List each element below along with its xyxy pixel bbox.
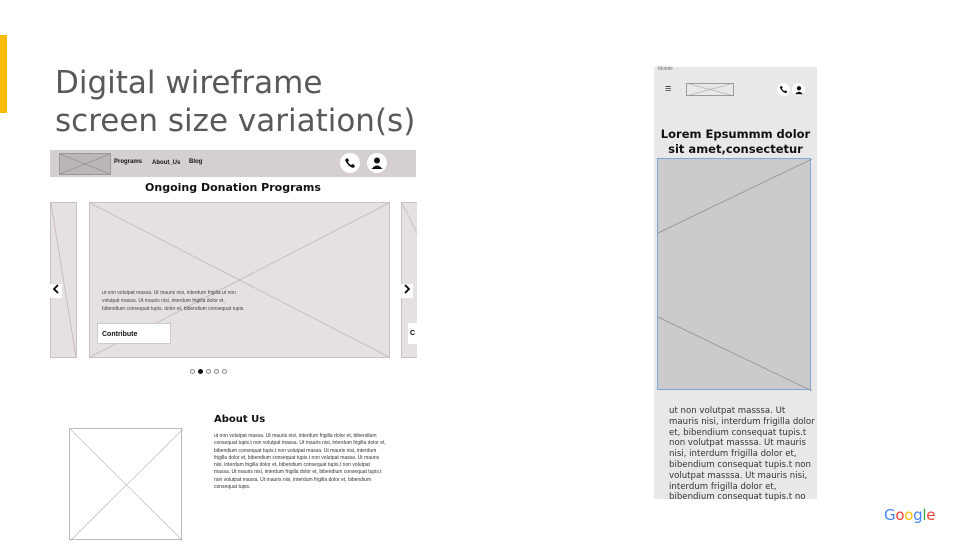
carousel-next-icon[interactable] [401, 284, 413, 298]
carousel-dot[interactable] [190, 369, 195, 374]
mobile-image-placeholder [657, 158, 812, 391]
mobile-body-text: ut non volutpat masssa. Ut mauris nisi, … [669, 406, 815, 503]
about-text: ut non volutpat massa. Ut mauris nisi, i… [214, 433, 386, 491]
contribute-button-partial[interactable]: C [408, 323, 418, 344]
phone-icon[interactable] [340, 153, 360, 173]
google-logo-letter: e [926, 506, 936, 524]
mobile-logo-placeholder[interactable] [685, 82, 735, 97]
google-logo-letter: o [895, 506, 905, 524]
google-logo-letter: g [913, 506, 923, 524]
carousel-card-prev[interactable] [50, 202, 77, 358]
slide-title-line1: Digital wireframe [55, 65, 323, 101]
carousel-card-main[interactable]: ut non volutpat massa. Ut mauris nisi, i… [89, 202, 390, 358]
carousel-dot[interactable] [222, 369, 227, 374]
carousel-dot[interactable] [214, 369, 219, 374]
logo-placeholder[interactable] [59, 153, 111, 175]
carousel-pagination [190, 369, 227, 374]
carousel-dot[interactable] [206, 369, 211, 374]
carousel-prev-icon[interactable] [50, 284, 62, 298]
slide-title: Digital wireframe screen size variation(… [55, 64, 475, 140]
mobile-heading-line2: sit amet,consectetur [668, 142, 803, 156]
about-image-placeholder [69, 428, 184, 542]
user-icon[interactable] [367, 153, 387, 173]
nav-link-programs[interactable]: Programs [114, 159, 143, 165]
carousel-card-next[interactable]: C [401, 202, 418, 358]
hamburger-menu-icon[interactable]: ≡ [665, 83, 672, 95]
nav-link-blog[interactable]: Blog [189, 159, 203, 165]
google-logo-letter: o [904, 506, 914, 524]
slide-title-line2: screen size variation(s) [55, 103, 416, 139]
accent-bar [0, 35, 7, 113]
card-description: ut non volutpat massa. Ut mauris nisi, i… [102, 290, 245, 312]
google-logo-letter: G [884, 506, 896, 524]
mobile-user-icon[interactable] [792, 83, 805, 96]
programs-heading: Ongoing Donation Programs [145, 181, 321, 194]
desktop-wireframe: Programs About_Us Blog Ongoing Donation … [50, 150, 418, 382]
desktop-nav-bar: Programs About_Us Blog [50, 150, 416, 177]
about-title: About Us [214, 414, 266, 425]
mobile-wireframe: Mobile ≡ Lorem Epsummm dolor sit amet,co… [654, 66, 817, 502]
mobile-phone-icon[interactable] [777, 83, 790, 96]
mobile-heading: Lorem Epsummm dolor sit amet,consectetur [654, 127, 817, 157]
mobile-label: Mobile [658, 66, 673, 72]
contribute-button[interactable]: Contribute [97, 323, 171, 344]
google-logo: Google [884, 506, 935, 524]
carousel-dot-active[interactable] [198, 369, 203, 374]
nav-link-about-us[interactable]: About_Us [152, 160, 181, 166]
mobile-heading-line1: Lorem Epsummm dolor [660, 127, 811, 141]
google-logo-letter: l [922, 506, 927, 524]
